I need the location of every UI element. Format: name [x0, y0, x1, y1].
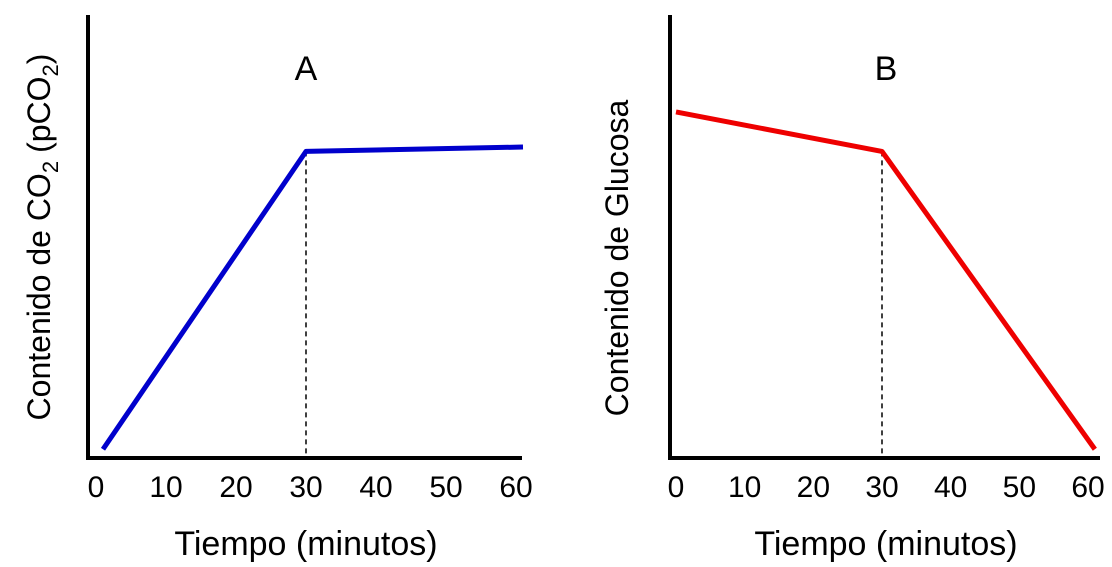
x-tick-label: 10 [728, 471, 761, 504]
chart-title: B [875, 50, 898, 88]
x-tick-label: 40 [359, 471, 392, 504]
y-axis-label: Contenido de Glucosa [599, 99, 635, 416]
x-axis-label: Tiempo (minutos) [174, 525, 437, 563]
series-line [675, 109, 1097, 451]
x-tick-label: 60 [499, 471, 532, 504]
x-tick-label: 50 [1003, 471, 1036, 504]
x-tick-label: 30 [865, 471, 898, 504]
y-axis-label-close: ) [21, 54, 57, 65]
y-axis-label-subscript: 2 [38, 161, 63, 173]
y-axis-label-subscript-2: 2 [38, 64, 63, 76]
series-line [100, 144, 524, 451]
x-tick-label: 0 [88, 471, 105, 504]
x-tick-label: 10 [149, 471, 182, 504]
chart-panel-a: A Tiempo (minutos) Contenido de CO2(pCO2… [21, 15, 533, 563]
x-tick-label: 20 [219, 471, 252, 504]
chart-title: A [295, 50, 318, 88]
x-axis-label: Tiempo (minutos) [754, 525, 1017, 563]
y-axis-label-paren: (pCO [21, 76, 57, 152]
x-tick-label: 40 [934, 471, 967, 504]
x-tick-label: 20 [797, 471, 830, 504]
chart-panel-b: B Tiempo (minutos) Contenido de Glucosa … [599, 15, 1105, 563]
x-tick-label: 60 [1071, 471, 1104, 504]
x-tick-label: 30 [289, 471, 322, 504]
y-axis-label-main: Contenido de CO [21, 173, 57, 420]
x-tick-label: 50 [429, 471, 462, 504]
y-axis-label: Contenido de CO2(pCO2) [21, 54, 63, 421]
x-tick-label: 0 [668, 471, 685, 504]
